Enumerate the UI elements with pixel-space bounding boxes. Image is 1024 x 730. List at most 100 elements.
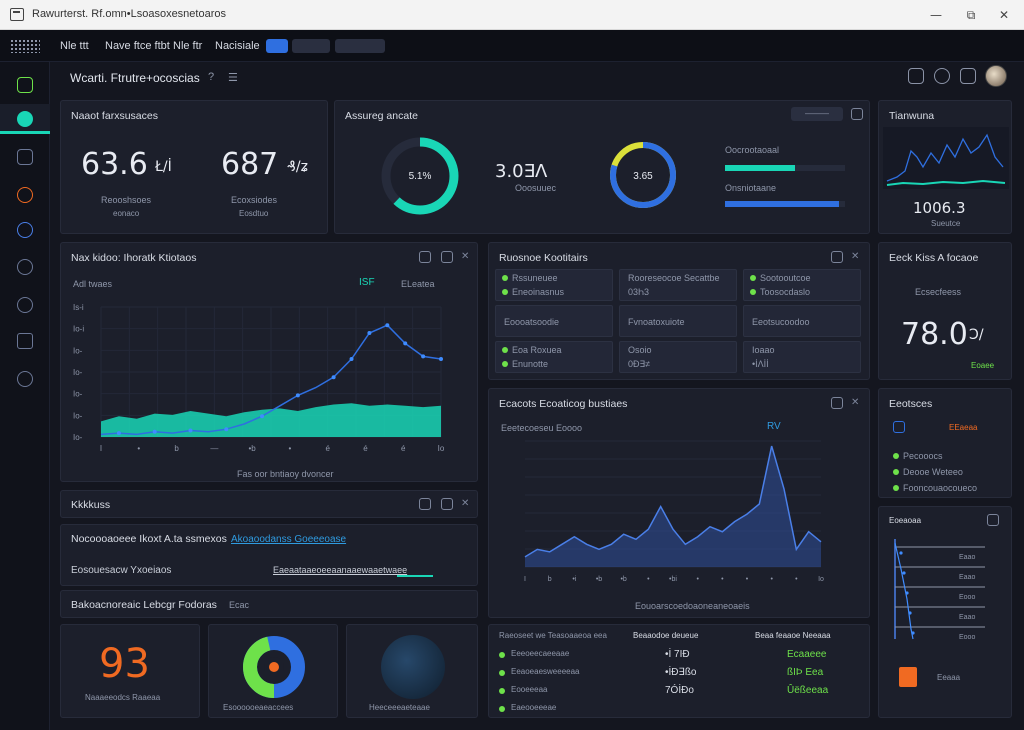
settings-icon[interactable] [831,251,843,263]
status-cell[interactable]: Osoio 0Ɖ∃≠ [619,341,737,373]
card-title: Ecacots Ecoaticog bustiaes [499,398,628,410]
status-cell[interactable]: Eoa Roxuea Enunotte [495,341,613,373]
close-icon[interactable]: ✕ [461,498,470,509]
app-icon [10,8,24,21]
download-icon[interactable] [831,397,843,409]
status-text: Eoooatsoodie [504,317,560,327]
row-title: Nocoooaoeee Ikoxt A.ta ssmexos [71,533,227,545]
status-text: 03Һ3 [628,287,650,297]
row-underline [397,575,433,577]
nav-chip[interactable] [292,39,330,53]
gauge-2: 3.65 [610,142,676,208]
table-header: Beaaodoe deueue [633,631,699,640]
bell-icon[interactable] [960,68,976,84]
help-icon[interactable]: ? [208,71,215,83]
bar-track [725,165,845,171]
close-icon[interactable]: ✕ [851,251,860,262]
minimize-button[interactable]: — [930,8,942,22]
funnel-card: Eoeaoaa Eaao Eaao Eooo Eaao Eooo Eeaaa [878,506,1012,718]
x-tick-label: • [288,444,291,453]
document-icon [17,333,33,349]
nav-link-3[interactable]: Nle ftr [173,40,203,52]
info-icon[interactable] [893,421,905,433]
share-icon[interactable] [419,498,431,510]
status-cell[interactable]: Sootooutcoe Toosocdaslo [743,269,861,301]
menu-icon[interactable]: ☰ [228,72,238,84]
kpi-sub: Eosdtuo [239,209,269,218]
nav-link-2[interactable]: Nave ftce ftbt [105,40,170,52]
nav-link-4[interactable]: Nacisiale [215,40,260,52]
tile-caption: Heeceeeaeteaae [369,703,430,712]
gauge-arc [381,137,459,215]
status-cell[interactable]: Fvnoatoxuiote [619,305,737,337]
nav-chip-active[interactable] [266,39,288,53]
overview-icon [17,77,33,93]
x-tick-label: • [647,576,650,583]
table-card: Raeoseet we Teasoaaeoa eea Beaaodoe deue… [488,624,870,718]
row-label: Eaeooeeeae [511,703,557,712]
legend-badge: EEaeaa [949,423,978,432]
status-cell[interactable]: Eeotsucoodoo [743,305,861,337]
tile-caption: Naaaeeodcs Raaeaa [85,693,161,702]
data-point [188,428,193,433]
x-tick-label: • [746,576,749,583]
data-point [899,551,903,555]
list-row[interactable]: Nocoooaoeee Ikoxt A.ta ssmexos Akoaoodan… [60,524,478,586]
legend-label: Adl twaes [73,279,113,289]
chart-controls[interactable]: ELeatea [401,279,435,289]
status-text: 0Ɖ∃≠ [628,359,651,369]
status-cell[interactable]: Ioaao •İɅİİ [743,341,861,373]
avatar[interactable] [985,65,1007,87]
row-link[interactable]: Eaeaataaeoeeaanaaewaaetwaee [273,565,408,575]
sidebar-item-dashboard[interactable] [0,104,50,134]
copy-icon[interactable] [441,498,453,510]
x-tick-label: • [721,576,724,583]
sidebar-item-overview[interactable] [0,70,50,100]
sidebar-item-settings[interactable] [0,290,50,320]
x-tick-label: •bi [669,576,677,583]
sidebar-item-reports[interactable] [0,326,50,356]
gauge-arc [610,142,676,208]
donut-tile: Esoooooeaeaccees [208,624,338,718]
legend-card: Eeotsces EEaeaa Pecooocs Deooe Weteeo Fo… [878,388,1012,498]
sidebar-item-users[interactable] [0,252,50,282]
star-icon[interactable] [987,514,999,526]
sidebar [0,62,50,730]
donut-segment [243,636,305,698]
status-cell[interactable]: Rssuneuee Eneoinasnus [495,269,613,301]
row-label: Eooeeeaa [511,685,548,694]
status-cell[interactable]: Rooreseocoe Secattbe 03Һ3 [619,269,737,301]
range-button[interactable]: ——— [791,107,843,121]
bar-fill [725,201,839,207]
funnel-trend [894,542,914,640]
close-button[interactable]: ✕ [998,8,1010,22]
nav-link-1[interactable]: Nle ttt [60,40,89,52]
globe-tile: Heeceeeaeteaae [346,624,478,718]
filter-icon[interactable] [908,68,924,84]
y-tick-label: Io- [73,346,83,355]
nav-chip[interactable] [335,39,385,53]
gear-icon[interactable] [934,68,950,84]
status-text: Toosocdaslo [760,287,811,297]
status-cell[interactable]: Eoooatsoodie [495,305,613,337]
sidebar-item-network[interactable] [0,215,50,245]
list-row[interactable]: Bakoacnoreaic Lebcgr Fodoras Ecac [60,590,478,618]
grid-logo-icon[interactable] [10,39,40,53]
close-icon[interactable]: ✕ [851,397,860,408]
row-label: Eeaoeaesweeeeaa [511,667,580,676]
expand-icon[interactable] [441,251,453,263]
monitor-icon [17,149,33,165]
data-point [295,393,300,398]
maximize-button[interactable]: ⧉ [966,8,976,22]
refresh-icon[interactable] [419,251,431,263]
close-icon[interactable]: ✕ [461,251,470,262]
x-tick-label: I [524,576,526,583]
list-row[interactable]: Kkkkuss ✕ [60,490,478,518]
sidebar-item-alerts[interactable] [0,180,50,210]
series-line [100,324,442,436]
sidebar-item-support[interactable] [0,364,50,394]
row-link[interactable]: Akoaoodanss Goeeeoase [231,534,347,545]
close-icon[interactable] [851,108,863,120]
status-dot [502,361,508,367]
sidebar-item-monitor[interactable] [0,142,50,172]
